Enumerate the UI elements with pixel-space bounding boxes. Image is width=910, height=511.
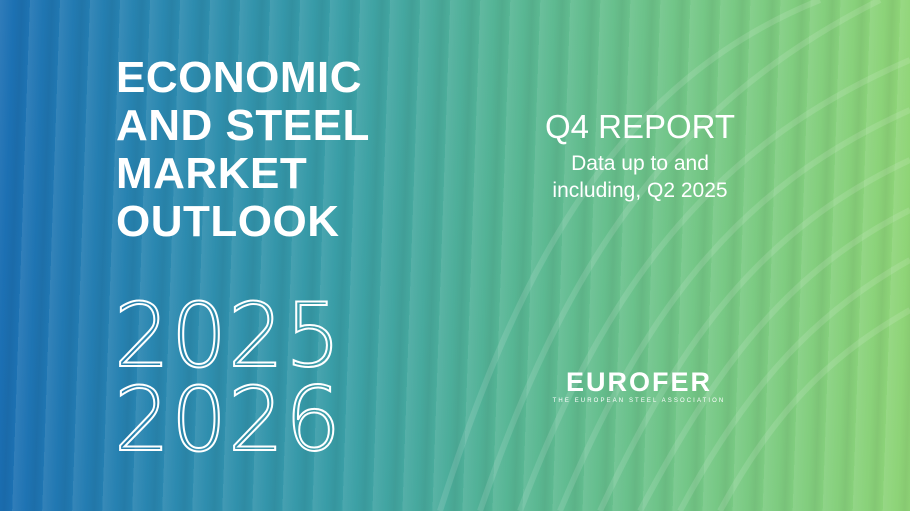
year: 2026 bbox=[113, 368, 342, 471]
eurofer-logo: EUROFER THE EUROPEAN STEEL ASSOCIATION bbox=[544, 368, 734, 404]
title-line: OUTLOOK bbox=[116, 197, 340, 246]
subtitle-line: Data up to and bbox=[571, 152, 709, 175]
report-label: Q4 REPORT bbox=[544, 108, 736, 145]
title-line: MARKET bbox=[116, 149, 308, 198]
report-subtitle: Data up to and including, Q2 2025 bbox=[500, 150, 780, 204]
subtitle-line: including, Q2 2025 bbox=[552, 179, 728, 202]
report-info: Q4 REPORT Data up to and including, Q2 2… bbox=[500, 108, 780, 204]
title-line: AND STEEL bbox=[116, 101, 370, 150]
logo-name: EUROFER bbox=[565, 367, 712, 397]
logo-tagline: THE EUROPEAN STEEL ASSOCIATION bbox=[552, 398, 726, 404]
report-title: ECONOMIC AND STEEL MARKET OUTLOOK bbox=[116, 54, 370, 246]
year: 2025 bbox=[113, 284, 342, 387]
title-line: ECONOMIC bbox=[116, 53, 362, 102]
years: 2025 2026 bbox=[113, 284, 342, 471]
